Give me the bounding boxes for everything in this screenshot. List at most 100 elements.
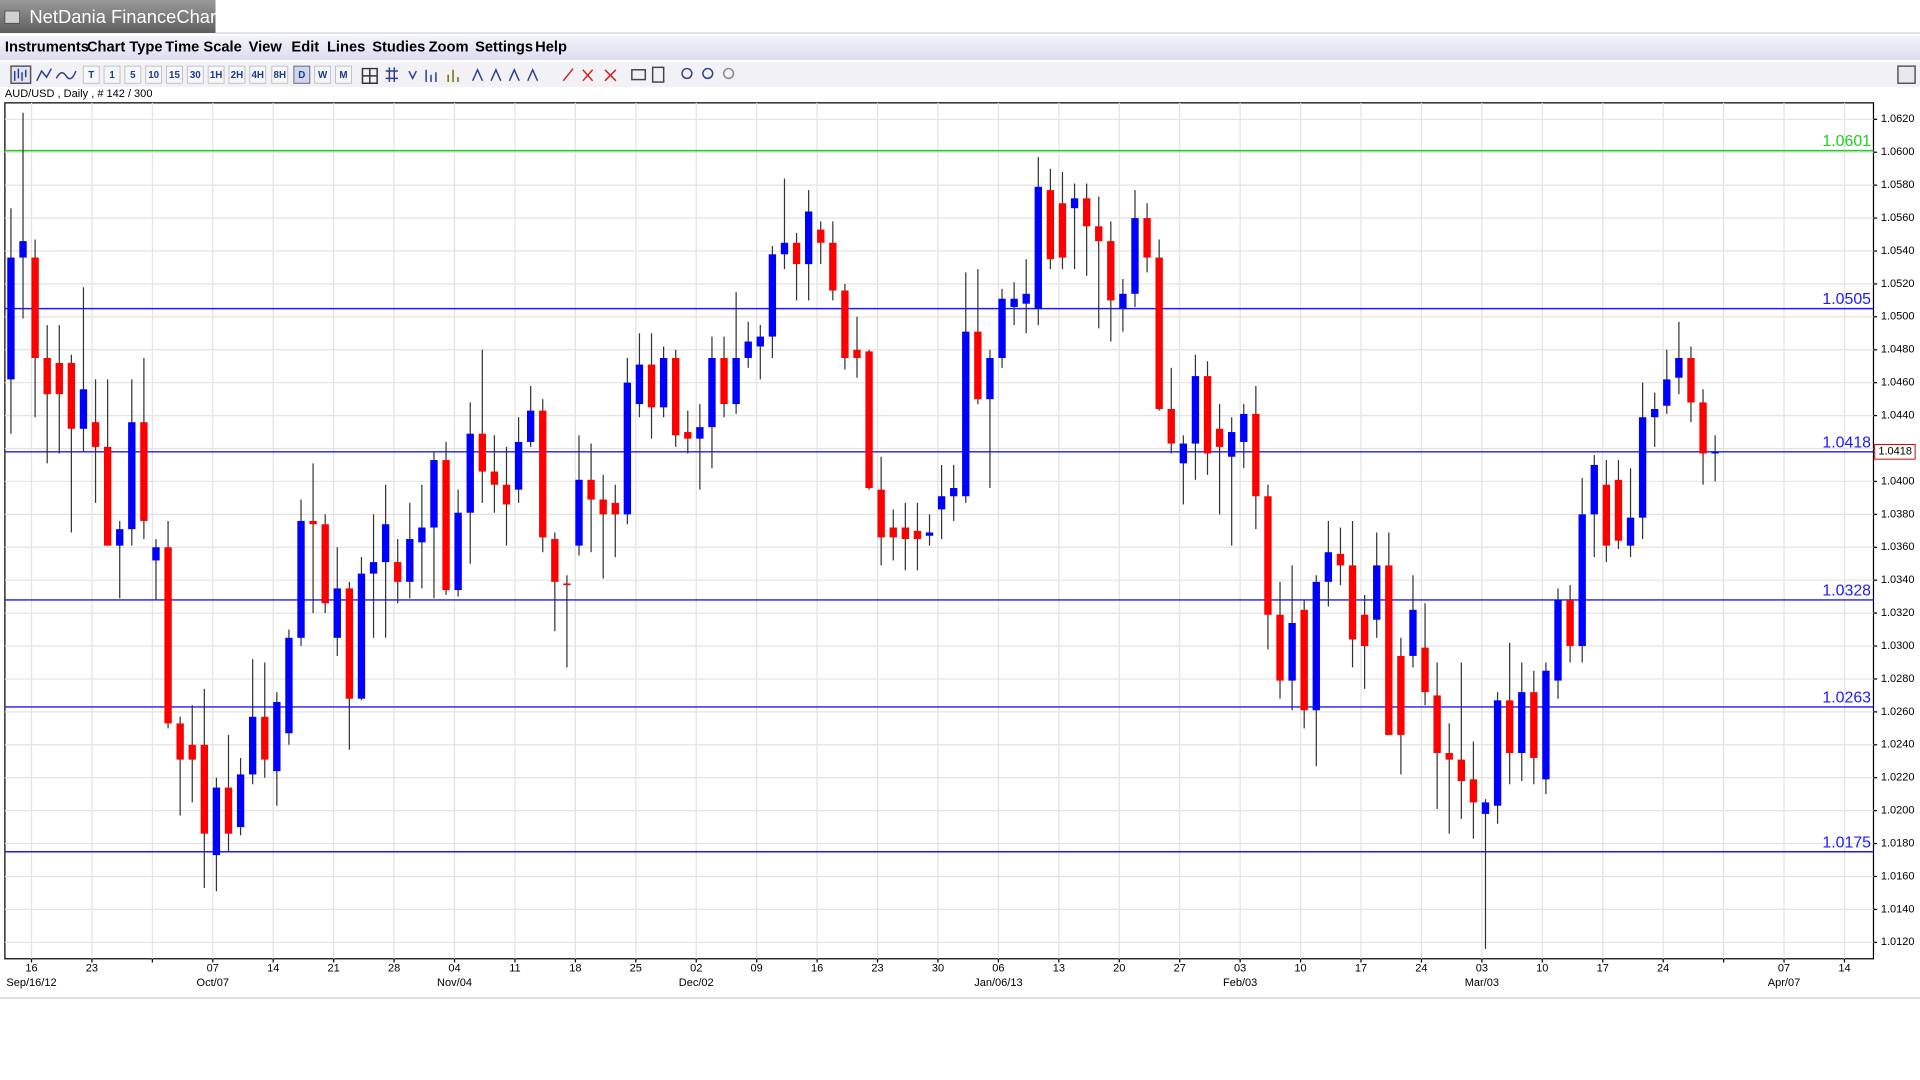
menu-item[interactable]: Edit [291,40,319,56]
y-tick-label: 1.0160 [1881,870,1915,882]
candle-body [1058,203,1067,258]
toolbar-button-label[interactable]: 5 [130,70,136,81]
toolbar-button-label[interactable]: 1 [109,70,115,81]
candle-body [599,499,607,515]
toolbar-button-label[interactable]: D [298,70,305,81]
tool-icon[interactable] [36,68,53,82]
candle-body [1336,553,1345,566]
candle-body [1385,565,1393,735]
toolbar-button[interactable] [103,65,121,84]
menu-item[interactable]: Help [535,40,567,56]
menu-item[interactable]: Settings [475,40,533,56]
toolbar-button-label[interactable]: T [88,70,94,81]
toolbar-button[interactable] [82,65,100,84]
toolbar-button[interactable] [145,65,163,84]
tool-icon[interactable] [471,67,539,82]
tool-icon[interactable] [681,67,693,80]
candle-body [563,583,571,586]
toolbar-button[interactable] [124,65,142,84]
x-tick-label: 14 [267,962,279,974]
menu-item[interactable]: Studies [372,40,425,56]
tool-icon[interactable] [385,67,398,83]
candle-body [140,422,148,521]
candle-body [1614,479,1623,541]
candle-body [1590,464,1598,515]
candle-body [430,460,438,528]
x-month-label: Oct/07 [197,977,229,989]
x-tick-label: 04 [448,962,460,974]
level-label: 1.0418 [1822,434,1871,451]
toolbar-button[interactable] [314,65,332,84]
y-tick-label: 1.0280 [1881,673,1915,685]
tool-icon[interactable] [722,67,735,80]
candle-body [357,573,366,699]
toolbar-button-label[interactable]: 4H [251,70,264,81]
tool-icon[interactable] [361,67,378,84]
x-tick-label: 23 [86,962,98,974]
tool-icon[interactable] [1897,65,1916,84]
candle-body [79,389,88,429]
toolbar-button[interactable] [166,65,183,84]
toolbar-button[interactable] [186,65,204,84]
x-tick-label: 02 [690,962,702,974]
tool-icon[interactable] [562,68,594,82]
y-tick-label: 1.0540 [1881,245,1915,257]
menu-item[interactable]: View [249,40,283,56]
toolbar-button-label[interactable]: 30 [190,70,201,81]
candle-body [1711,451,1719,454]
menu-item[interactable]: Instruments [5,40,89,56]
candle-body [889,527,897,538]
toolbar-button-label[interactable]: W [318,70,328,81]
toolbar-button[interactable] [293,65,311,84]
tool-icon[interactable] [408,70,417,81]
candle-body [345,588,354,699]
toolbar-button-label[interactable]: 8H [274,70,287,81]
candle-body [829,242,837,291]
candle-body [877,489,885,538]
tool-icon[interactable] [651,66,665,83]
tool-icon[interactable] [447,69,459,83]
tool-icon[interactable] [55,70,77,80]
tool-icon[interactable] [13,68,27,81]
candle-body [19,241,27,258]
toolbar-button[interactable] [271,65,289,84]
y-tick-label: 1.0500 [1881,311,1915,323]
candle-body [1191,376,1200,444]
toolbar-button[interactable] [249,65,267,84]
toolbar-button-label[interactable]: 1H [210,70,223,81]
candle-body [684,432,692,439]
candle-body [1095,226,1103,242]
candle-body [285,637,293,734]
toolbar-button-label[interactable]: 2H [231,70,244,81]
candle-body [1493,700,1502,806]
candle-body [1373,565,1381,620]
y-tick-label: 1.0620 [1881,113,1915,125]
menu-item[interactable]: Lines [327,40,365,56]
candle-body [116,529,124,546]
tool-icon[interactable] [631,69,647,81]
toolbar-button-label[interactable]: 15 [169,70,180,81]
tool-icon[interactable] [604,69,617,82]
plot-area [4,102,1875,960]
toolbar-button[interactable] [228,65,246,84]
x-month-label: Feb/03 [1223,977,1257,989]
candle-body [1638,417,1647,518]
menu-item[interactable]: Zoom [429,40,469,56]
candle-body [1554,599,1562,681]
toolbar-button[interactable] [335,65,352,84]
x-tick-label: 11 [509,962,520,974]
candle-body [768,254,777,337]
candle-body [1107,241,1115,301]
toolbar-button-label[interactable]: 10 [148,70,159,81]
toolbar-icons [10,65,1916,84]
x-tick-label: 16 [25,962,37,974]
toolbar-button[interactable] [207,65,225,84]
tool-icon[interactable] [702,67,714,80]
candle-body [381,524,390,563]
tool-icon[interactable] [425,69,437,83]
x-tick-label: 07 [1778,962,1790,974]
toolbar-button-label[interactable]: M [339,70,347,81]
x-tick-label: 30 [932,962,944,974]
menu-item[interactable]: Chart Type [87,40,163,56]
menu-item[interactable]: Time Scale [165,40,241,56]
